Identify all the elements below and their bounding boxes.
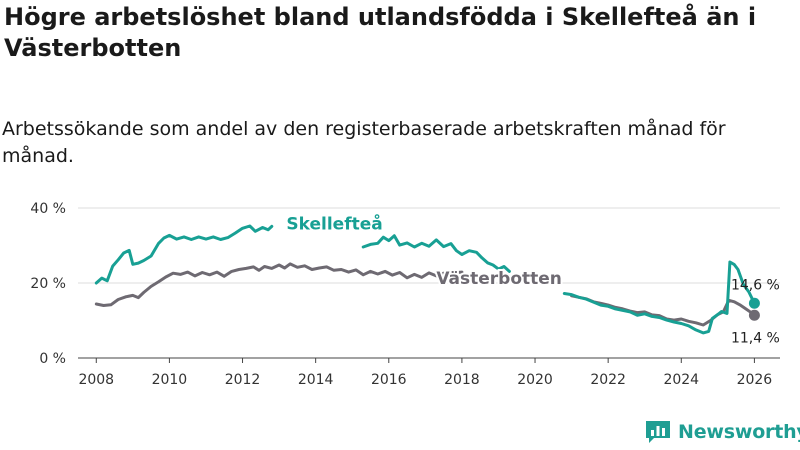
bar-chart-logo-icon [646,421,670,443]
x-tick-label: 2010 [152,372,188,388]
x-tick-label: 2014 [298,372,334,388]
chart-title: Högre arbetslöshet bland utlandsfödda i … [4,3,757,62]
end-marker-skelleftea [748,297,760,309]
end-value-label: 14,6 % [731,277,780,293]
x-tick-label: 2024 [663,372,699,388]
y-tick-label: 40 % [30,201,66,217]
series-layer [94,224,760,335]
y-tick-label: 20 % [30,276,66,292]
x-tick-label: 2022 [590,372,626,388]
grid-layer [78,207,780,359]
series-name-label: Västerbotten [436,269,562,289]
chart-subtitle: Arbetssökande som andel av den registerb… [2,118,726,167]
x-tick-label: 2026 [737,372,773,388]
series-line-skelleftea [94,224,756,335]
x-tick-label: 2008 [78,372,114,388]
x-tick-label: 2020 [517,372,553,388]
end-marker-vasterbotten [748,309,760,321]
brand-name: Newsworthy [678,421,800,443]
y-tick-label: 0 % [39,351,66,367]
axis-layer: 0 % 20 % 40 % 2008 2010 2012 2014 2016 2018 2020 2… [30,201,772,388]
x-tick-label: 2018 [444,372,480,388]
line-chart: 0 % 20 % 40 % 2008 2010 2012 2014 2016 2018 2020 2… [30,201,780,388]
brand-logo: Newsworthy [645,420,800,444]
end-value-label: 11,4 % [731,330,780,346]
x-tick-label: 2012 [225,372,261,388]
x-tick-label: 2016 [371,372,407,388]
series-name-label: Skellefteå [286,212,382,234]
label-layer: 14,6 % 11,4 % Skellefteå Västerbotten [284,210,780,346]
